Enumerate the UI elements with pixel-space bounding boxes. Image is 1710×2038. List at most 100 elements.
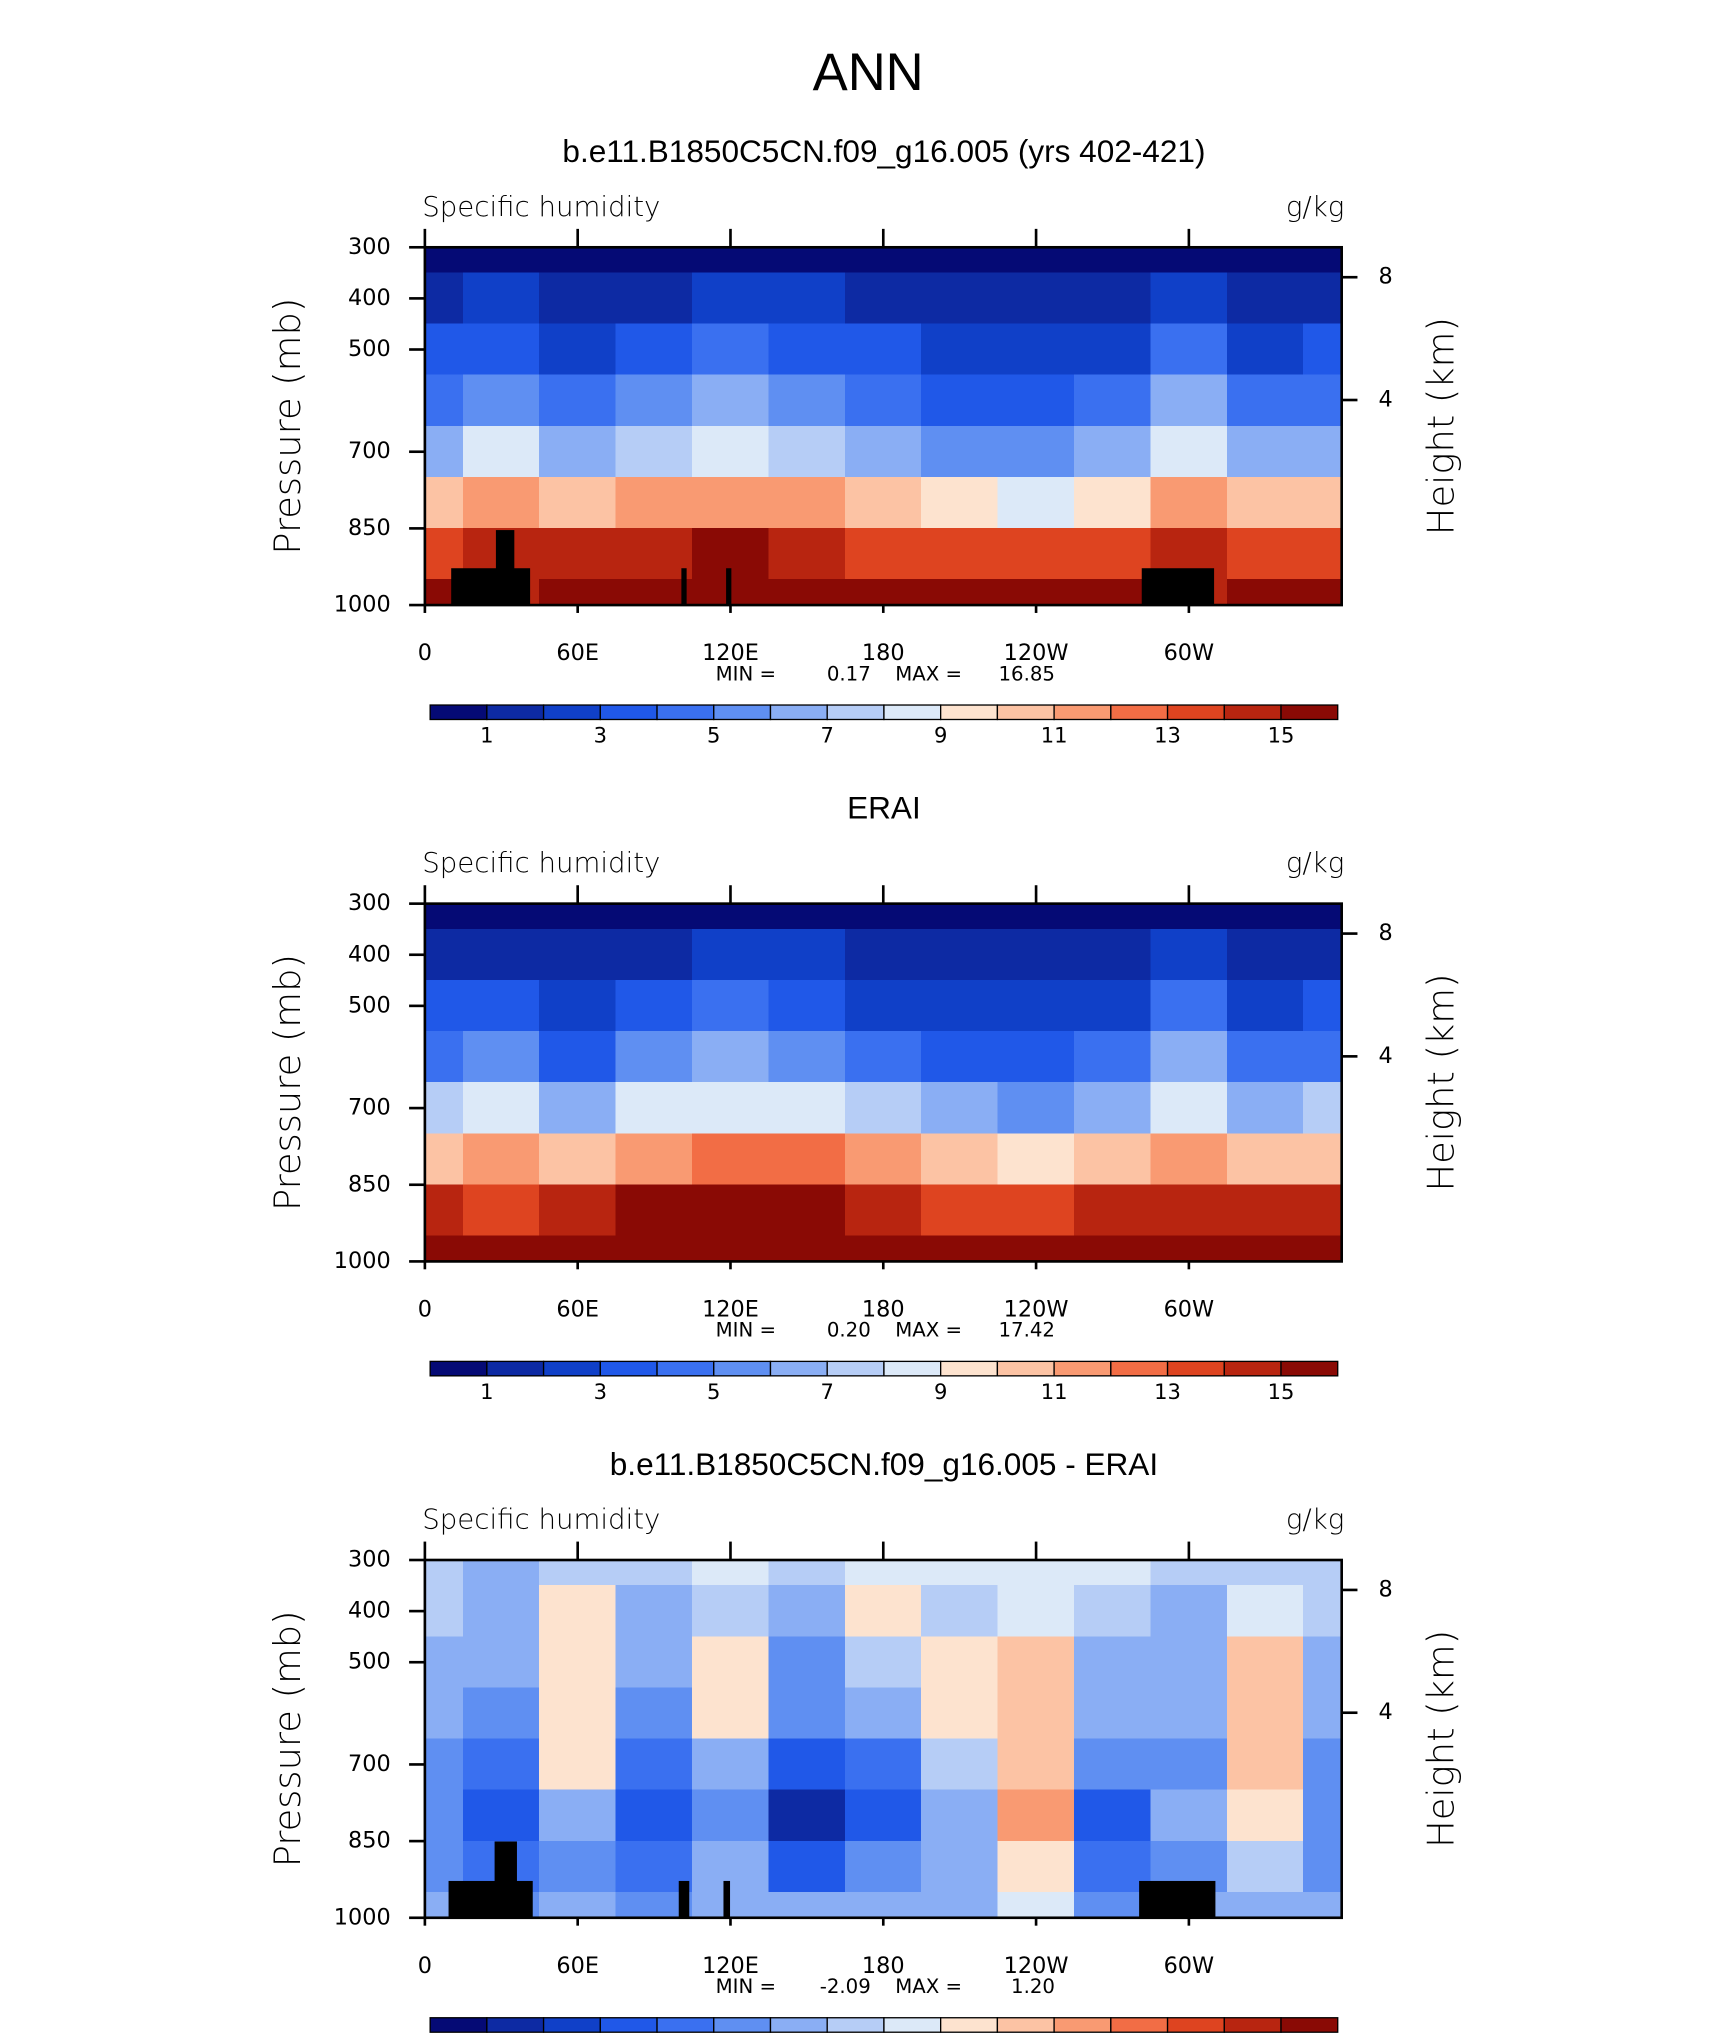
contour-cell — [1150, 1585, 1229, 1638]
colorbar-label: 7 — [821, 723, 834, 748]
y-tick-label: 700 — [348, 1095, 391, 1121]
x-tick-label: 0 — [418, 640, 432, 666]
contour-cell — [768, 246, 847, 274]
y-tick-label: 1000 — [334, 1904, 391, 1930]
contour-cell — [691, 1133, 770, 1186]
colorbar-box — [1053, 2017, 1112, 2033]
contour-cell — [615, 1559, 694, 1587]
contour-cell — [691, 1082, 770, 1135]
colorbar-label: 0.9 — [1094, 2035, 1127, 2038]
colorbar-label: 9 — [934, 723, 947, 748]
colorbar-box — [769, 704, 828, 721]
contour-cell — [424, 1184, 465, 1237]
contour-cell — [462, 979, 541, 1033]
y-tick-label: 1000 — [334, 592, 391, 618]
contour-cell — [539, 1738, 617, 1791]
contour-cell — [539, 928, 617, 982]
contour-cell — [997, 903, 1076, 931]
contour-cell — [462, 1738, 541, 1791]
max-label: MAX = — [895, 1975, 962, 1998]
contour-cell — [691, 1738, 770, 1791]
contour-cell — [424, 1738, 465, 1791]
colorbar-label: 1 — [480, 723, 493, 748]
contour-cell — [1226, 1082, 1305, 1135]
colorbar-box — [996, 2017, 1055, 2033]
contour-cell — [844, 528, 923, 581]
panel-title: ERAI — [847, 790, 921, 826]
contour-cell — [1150, 1235, 1229, 1263]
contour-cell — [539, 323, 617, 377]
x-tick-label: 120W — [1004, 640, 1069, 666]
contour-cell — [691, 476, 770, 530]
colorbar-box — [1053, 704, 1112, 721]
contour-cell — [921, 323, 999, 377]
contour-cell — [997, 928, 1076, 982]
contour-cell — [1303, 1840, 1343, 1894]
max-label: MAX = — [895, 662, 962, 685]
contour-cell — [844, 1840, 923, 1894]
min-label: MIN = — [716, 1975, 776, 1998]
y-tick-label: 500 — [348, 992, 391, 1018]
contour-cell — [462, 374, 541, 428]
contour-cell — [844, 1789, 923, 1843]
x-tick-label: 60E — [556, 640, 599, 666]
contour-cell — [997, 1789, 1076, 1843]
contour-cell — [768, 979, 847, 1033]
contour-cell — [691, 903, 770, 931]
contour-cell — [539, 1235, 617, 1263]
contour-cell — [844, 1687, 923, 1740]
contour-cell — [691, 246, 770, 274]
contour-cell — [691, 323, 770, 377]
y2-axis-label: Height (km) — [1419, 317, 1462, 535]
contour-cell — [921, 1636, 999, 1689]
contour-cell — [1303, 425, 1343, 479]
contour-cell — [1226, 1184, 1305, 1237]
max-label: MAX = — [895, 1319, 962, 1342]
colorbar-box — [542, 704, 601, 721]
terrain-mask — [448, 1880, 533, 1918]
contour-cell — [1073, 323, 1152, 377]
contour-cell — [997, 579, 1076, 607]
colorbar-box — [429, 1360, 488, 1377]
contour-cell — [1226, 272, 1305, 325]
contour-cell — [921, 579, 999, 607]
contour-cell — [997, 476, 1076, 530]
contour-cell — [424, 903, 465, 931]
terrain-mask — [723, 1880, 731, 1918]
x-tick-label: 120E — [702, 1953, 759, 1979]
contour-cell — [921, 1585, 999, 1638]
contour-cell — [615, 374, 694, 428]
contour-cell — [424, 928, 465, 982]
contour-cell — [844, 979, 923, 1033]
contour-cell — [768, 1559, 847, 1587]
contour-cell — [615, 1082, 694, 1135]
contour-cell — [539, 374, 617, 428]
colorbar-label: -0.3 — [750, 2035, 791, 2038]
contour-cell — [1303, 1636, 1343, 1689]
contour-cell — [615, 1235, 694, 1263]
contour-cell — [462, 246, 541, 274]
contour-cell — [844, 323, 923, 377]
contour-cell — [1303, 1789, 1343, 1843]
contour-cell — [462, 272, 541, 325]
contour-cell — [691, 1184, 770, 1237]
contour-cell — [1226, 1559, 1305, 1587]
contour-cell — [997, 979, 1076, 1033]
contour-cell — [768, 1082, 847, 1135]
contour-cell — [1303, 928, 1343, 982]
colorbar-box — [1280, 2017, 1339, 2033]
contour-cell — [1073, 1891, 1152, 1919]
contour-cell — [1150, 1184, 1229, 1237]
contour-cell — [1150, 928, 1229, 982]
contour-cell — [691, 979, 770, 1033]
contour-cell — [424, 425, 465, 479]
contour-cell — [997, 1133, 1076, 1186]
contour-cell — [844, 579, 923, 607]
contour-cell — [1073, 246, 1152, 274]
contour-cell — [997, 1031, 1076, 1084]
colorbar-box — [713, 704, 772, 721]
contour-cell — [539, 1184, 617, 1237]
contour-cell — [768, 1687, 847, 1740]
contour-cell — [462, 1184, 541, 1237]
